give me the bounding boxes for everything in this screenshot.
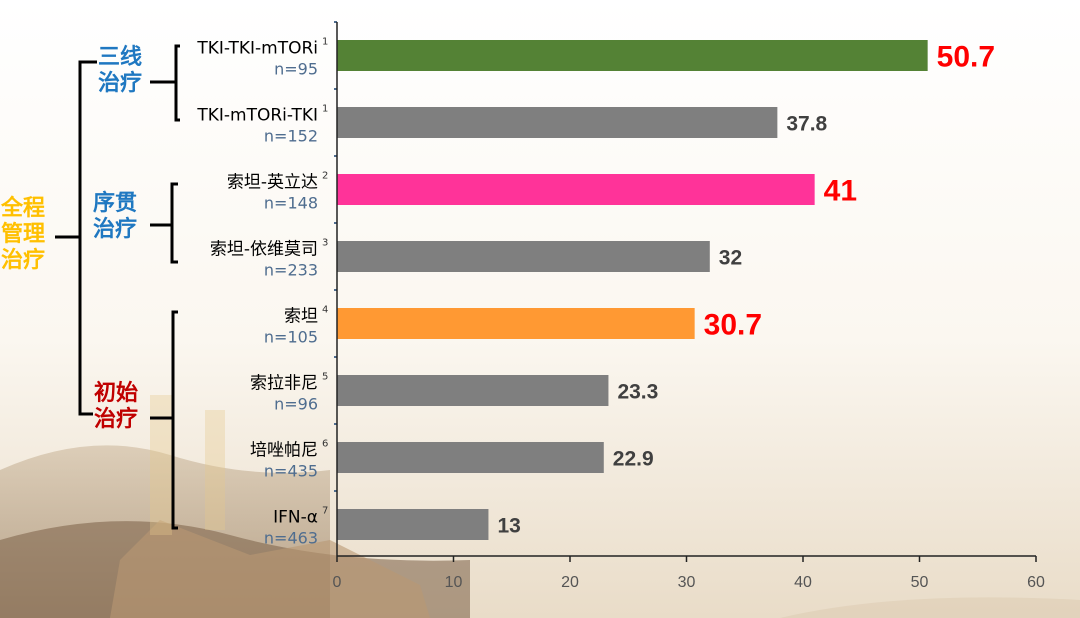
category-n-label: n=105: [264, 328, 318, 347]
x-tick-label: 60: [1027, 574, 1045, 591]
bar: [337, 107, 778, 138]
group-first-line-line1: 初始: [94, 381, 139, 406]
category-label: 索拉非尼: [250, 374, 318, 394]
group-whole-course-line2: 管理: [1, 222, 46, 247]
category-reference: 7: [322, 506, 328, 517]
bar-value-label: 41: [824, 175, 857, 208]
bar-value-label: 32: [719, 247, 742, 270]
group-first-line-label: 初始 治疗: [94, 381, 138, 433]
group-third-line-line2: 治疗: [98, 71, 143, 96]
bar: [337, 308, 695, 339]
bar: [337, 442, 604, 473]
group-whole-course-line1: 全程: [1, 196, 46, 221]
bar-value-label: 50.7: [937, 41, 995, 74]
category-n-label: n=233: [264, 261, 318, 280]
group-third-line-line1: 三线: [98, 45, 143, 70]
category-reference: 2: [322, 171, 328, 182]
bar-value-label: 30.7: [704, 309, 762, 342]
category-reference: 1: [322, 104, 328, 115]
bracket-first-line: [150, 310, 178, 530]
bar: [337, 241, 710, 272]
category-n-label: n=435: [264, 462, 318, 481]
group-whole-course-label: 全程 管理 治疗: [1, 196, 45, 274]
x-tick-label: 20: [561, 574, 579, 591]
category-n-label: n=463: [264, 529, 318, 548]
bar: [337, 375, 609, 406]
category-label: TKI-TKI-mTORi: [196, 39, 318, 59]
category-label: 索坦-英立达: [227, 173, 318, 193]
bar-value-label: 13: [497, 515, 520, 538]
group-sequential-line2: 治疗: [93, 217, 138, 242]
category-reference: 4: [322, 305, 328, 316]
x-tick-label: 50: [911, 574, 929, 591]
group-third-line-label: 三线 治疗: [98, 45, 142, 97]
group-first-line-line2: 治疗: [94, 407, 139, 432]
category-label: 培唑帕尼: [250, 441, 318, 461]
category-n-label: n=148: [264, 194, 318, 213]
group-whole-course-line3: 治疗: [1, 248, 46, 273]
x-tick-label: 30: [678, 574, 696, 591]
category-reference: 6: [322, 439, 328, 450]
category-reference: 1: [322, 37, 328, 48]
x-tick-label: 40: [794, 574, 812, 591]
group-sequential-line1: 序贯: [93, 191, 138, 216]
group-sequential-label: 序贯 治疗: [93, 191, 137, 243]
category-n-label: n=96: [274, 395, 318, 414]
bar: [337, 40, 928, 71]
group-brackets: [55, 44, 180, 530]
bracket-third-line: [150, 44, 180, 122]
category-label: 索坦-依维莫司: [210, 240, 318, 260]
category-reference: 3: [322, 238, 328, 249]
bar-value-label: 23.3: [617, 381, 658, 404]
category-n-label: n=152: [264, 127, 318, 146]
bracket-treatments: [55, 60, 97, 416]
bar-value-label: 37.8: [786, 113, 827, 136]
bracket-sequential: [150, 182, 178, 264]
x-tick-label: 10: [445, 574, 463, 591]
category-label: TKI-mTORi-TKI: [196, 106, 318, 126]
category-n-label: n=95: [274, 60, 318, 79]
bar: [337, 509, 489, 540]
bar-value-label: 22.9: [613, 448, 654, 471]
bar: [337, 174, 815, 205]
category-label: 索坦: [284, 307, 318, 327]
category-label: IFN-α: [273, 508, 318, 528]
x-tick-label: 0: [333, 574, 342, 591]
category-reference: 5: [322, 372, 328, 383]
